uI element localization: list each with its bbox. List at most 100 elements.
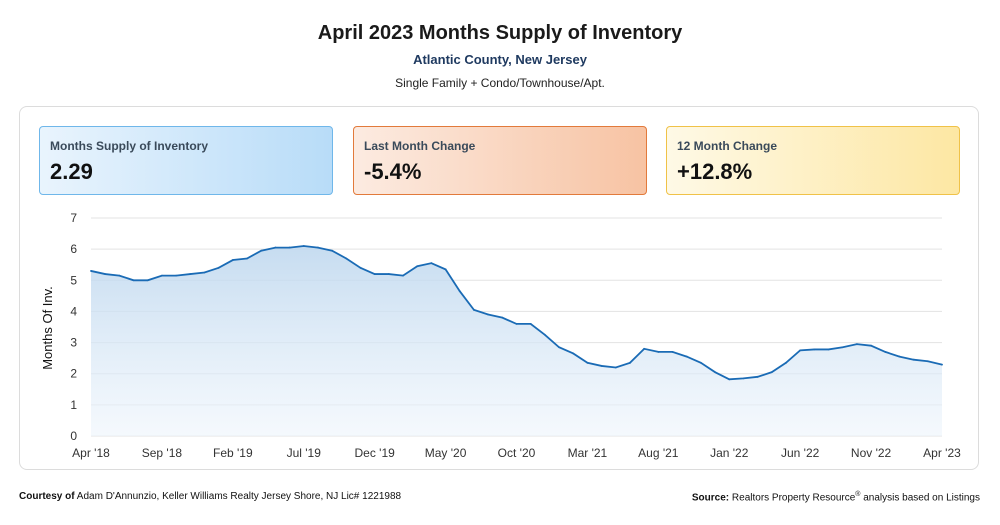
card-value: +12.8%	[677, 159, 753, 184]
source-text: Realtors Property Resource	[731, 492, 856, 504]
data-point	[614, 366, 617, 369]
data-point	[189, 273, 192, 275]
y-tick-label: 2	[70, 367, 77, 381]
x-tick-label: Nov '22	[851, 446, 892, 460]
data-point	[515, 322, 518, 325]
y-tick-label: 6	[70, 242, 77, 256]
data-point	[288, 246, 291, 249]
data-point	[217, 266, 220, 269]
x-tick-label: Aug '21	[638, 446, 679, 460]
data-point	[699, 361, 702, 364]
card-label: Last Month Change	[364, 139, 476, 153]
data-point	[941, 363, 943, 366]
data-point	[685, 355, 688, 358]
x-tick-label: Oct '20	[498, 446, 536, 460]
x-tick-label: Apr '23	[923, 446, 961, 460]
y-tick-label: 0	[70, 429, 77, 443]
x-tick-label: Apr '18	[72, 446, 110, 460]
x-tick-label: Feb '19	[213, 446, 253, 460]
data-point	[529, 322, 532, 325]
months-supply-card: Months Supply of Inventory 2.29	[39, 126, 333, 195]
data-point	[501, 316, 504, 319]
data-points	[90, 245, 943, 381]
courtesy-label: Courtesy of	[19, 491, 75, 502]
data-point	[558, 346, 560, 349]
data-point	[714, 371, 716, 374]
data-point	[161, 274, 163, 277]
data-point	[473, 308, 475, 311]
data-point	[813, 348, 816, 351]
data-point	[785, 361, 787, 364]
data-point	[345, 257, 348, 260]
source-label: Source:	[691, 492, 730, 504]
x-tick-label: Mar '21	[568, 446, 608, 460]
source-suffix: analysis based on Listings	[863, 492, 980, 504]
data-point	[827, 348, 830, 351]
x-tick-label: Sep '18	[142, 446, 183, 460]
data-point	[742, 377, 745, 380]
y-tick-label: 1	[70, 398, 77, 412]
data-point	[912, 358, 915, 361]
data-point	[444, 268, 447, 271]
data-point	[671, 351, 674, 353]
data-point	[402, 274, 404, 277]
data-point	[203, 271, 206, 274]
data-point	[728, 378, 731, 381]
inventory-area	[91, 246, 942, 436]
data-point	[629, 361, 631, 364]
data-point	[572, 352, 575, 355]
property-types: Single Family + Condo/Townhouse/Apt.	[395, 76, 605, 90]
chart-title: April 2023 Months Supply of Inventory	[317, 22, 683, 44]
x-tick-label: Jan '22	[710, 446, 749, 460]
data-point	[770, 371, 773, 374]
data-point	[104, 273, 107, 275]
x-tick-label: May '20	[425, 446, 467, 460]
x-tick-label: Dec '19	[355, 446, 396, 460]
data-point	[898, 355, 901, 358]
data-point	[799, 349, 802, 352]
data-point	[926, 360, 929, 363]
card-value: 2.29	[50, 159, 93, 184]
data-point	[118, 274, 121, 277]
data-point	[132, 279, 135, 282]
data-point	[317, 246, 319, 249]
y-axis-label: Months Of Inv.	[40, 286, 55, 370]
courtesy-footer: Courtesy of Adam D'Annunzio, Keller Will…	[19, 491, 401, 502]
data-point	[430, 262, 433, 265]
y-tick-label: 3	[70, 336, 77, 350]
data-point	[416, 265, 419, 268]
data-point	[302, 245, 305, 247]
data-point	[586, 361, 589, 364]
data-point	[246, 257, 248, 260]
x-tick-label: Jul '19	[287, 446, 322, 460]
data-point	[543, 333, 546, 336]
y-axis-ticks: 0 1 2 3 4 5 6 7	[70, 211, 77, 443]
y-tick-label: 7	[70, 211, 77, 225]
data-point	[487, 313, 490, 316]
x-tick-label: Jun '22	[781, 446, 820, 460]
card-value: -5.4%	[364, 159, 422, 184]
y-tick-label: 4	[70, 304, 77, 318]
data-point	[373, 273, 376, 275]
data-point	[643, 347, 646, 350]
last-month-change-card: Last Month Change -5.4%	[353, 126, 647, 195]
data-point	[231, 259, 234, 261]
courtesy-text: Adam D'Annunzio, Keller Williams Realty …	[76, 491, 402, 502]
data-point	[856, 343, 858, 346]
data-point	[870, 344, 872, 347]
registered-mark: ®	[855, 491, 861, 498]
twelve-month-change-card: 12 Month Change +12.8%	[666, 126, 960, 195]
data-point	[841, 346, 844, 349]
y-tick-label: 5	[70, 273, 77, 287]
data-point	[90, 270, 92, 272]
data-point	[359, 266, 362, 269]
data-point	[458, 290, 461, 293]
data-point	[600, 365, 603, 367]
x-axis-ticks: Apr '18 Sep '18 Feb '19 Jul '19 Dec '19 May '…	[72, 446, 961, 460]
data-point	[146, 279, 149, 282]
card-label: 12 Month Change	[677, 139, 778, 153]
data-point	[884, 351, 887, 353]
data-point	[274, 246, 277, 249]
source-footer: Source: Realtors Property Resource® anal…	[692, 491, 980, 503]
